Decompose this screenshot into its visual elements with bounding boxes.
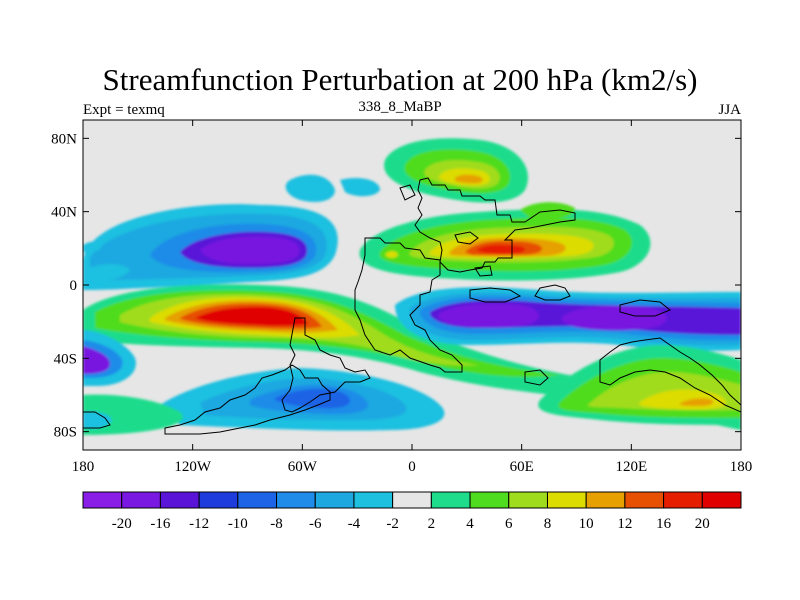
- x-tick-label: 60E: [510, 459, 534, 475]
- colorbar-label: 10: [579, 516, 594, 532]
- run-label: 338_8_MaBP: [358, 99, 442, 115]
- colorbar-label: -8: [270, 516, 283, 532]
- y-tick-label: 40N: [51, 205, 77, 221]
- x-tick-label: 60W: [288, 459, 318, 475]
- x-axis: 180 120W 60W 0 60E 120E 180: [72, 120, 753, 475]
- colorbar-box: [701, 491, 742, 509]
- colorbar-box: [392, 491, 432, 509]
- x-tick-label: 120E: [615, 459, 647, 475]
- south-pacific-low: [83, 368, 445, 435]
- colorbar-label: 8: [544, 516, 552, 532]
- colorbar-box: [353, 491, 394, 509]
- south-pacific-high: [538, 345, 741, 425]
- colorbar-label: 12: [617, 516, 632, 532]
- x-tick-label: 180: [72, 459, 95, 475]
- colorbar-label: 20: [695, 516, 710, 532]
- y-tick-label: 0: [70, 278, 78, 294]
- colorbar-label: -12: [189, 516, 209, 532]
- colorbar-label: 2: [428, 516, 436, 532]
- colorbar-label: -6: [309, 516, 322, 532]
- experiment-label: Expt = texmq: [83, 102, 165, 118]
- y-axis: 80N 40N 0 40S 80S: [51, 131, 741, 441]
- southern-low-band: [395, 287, 741, 351]
- colorbar: -20 -16 -12 -10 -8 -6 -4 -2 2 4 6 8 10 12 16 20: [82, 491, 742, 532]
- colorbar-label: 6: [505, 516, 513, 532]
- colorbar-label: -10: [228, 516, 248, 532]
- colorbar-box: [508, 491, 548, 509]
- colorbar-box: [585, 491, 626, 509]
- colorbar-label: 4: [466, 516, 474, 532]
- colorbar-box: [314, 491, 355, 509]
- colorbar-label: -4: [348, 516, 361, 532]
- far-southwest-low: [83, 330, 136, 386]
- x-tick-label: 180: [730, 459, 753, 475]
- y-tick-label: 40S: [54, 351, 77, 367]
- colorbar-label: 16: [656, 516, 672, 532]
- colorbar-box: [276, 491, 316, 509]
- north-pacific-low: [83, 174, 338, 290]
- y-tick-label: 80N: [51, 131, 77, 147]
- coastlines: [83, 177, 741, 435]
- colorbar-box: [546, 491, 587, 509]
- colorbar-box: [624, 491, 665, 509]
- colorbar-box: [121, 491, 161, 509]
- colorbar-label: -16: [150, 516, 170, 532]
- colorbar-box: [237, 491, 278, 509]
- colorbar-box: [469, 491, 510, 509]
- colorbar-label: -2: [386, 516, 399, 532]
- colorbar-box: [198, 491, 239, 509]
- colorbar-label: -20: [112, 516, 132, 532]
- colorbar-box: [430, 491, 471, 509]
- plot-area: [83, 120, 741, 450]
- minor-blobs: [83, 157, 575, 429]
- colorbar-box: [663, 491, 703, 509]
- season-label: JJA: [718, 102, 741, 118]
- colorbar-box: [159, 491, 200, 509]
- x-tick-label: 120W: [174, 459, 212, 475]
- arabian-high: [359, 209, 651, 281]
- colorbar-box: [82, 491, 123, 509]
- chart-title: Streamfunction Perturbation at 200 hPa (…: [102, 62, 698, 97]
- y-tick-label: 80S: [54, 425, 77, 441]
- shaded-field: [83, 138, 741, 435]
- x-tick-label: 0: [408, 459, 416, 475]
